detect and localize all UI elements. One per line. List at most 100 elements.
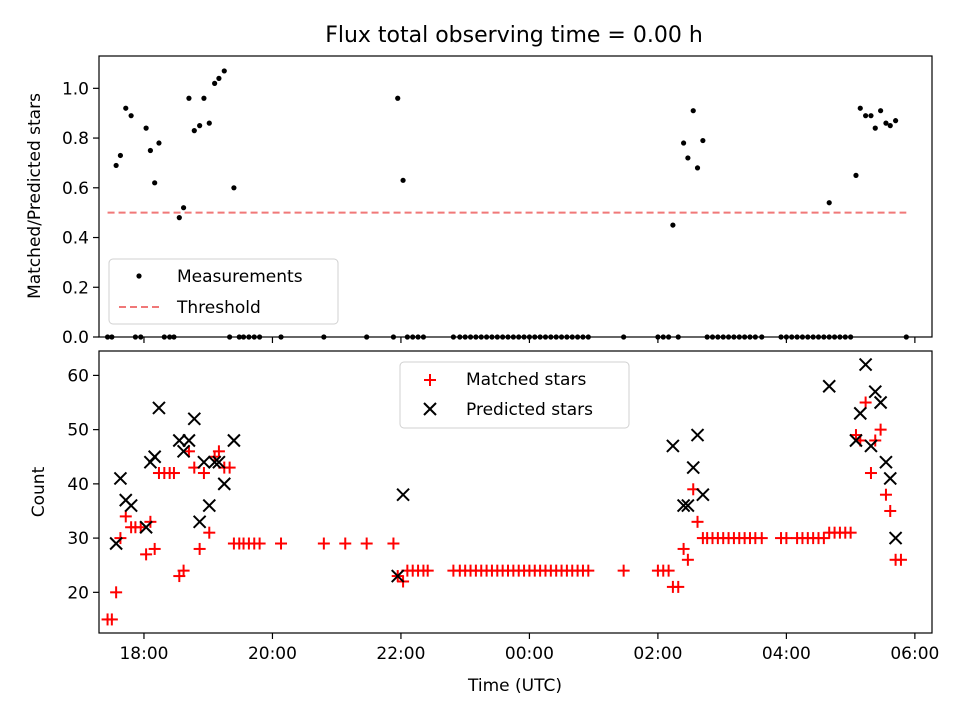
- measurement-point: [206, 120, 212, 126]
- measurement-point: [783, 334, 789, 340]
- ratio-y-tick-label: 0.0: [62, 328, 89, 348]
- matched-point: [874, 423, 887, 436]
- predicted-point: [109, 536, 123, 551]
- count-y-tick-label: 30: [67, 529, 89, 549]
- measurement-point: [789, 334, 795, 340]
- measurement-point: [500, 334, 506, 340]
- measurement-point: [505, 334, 511, 340]
- predicted-point: [217, 477, 231, 491]
- measurement-point: [510, 334, 516, 340]
- measurement-point: [747, 334, 753, 340]
- matched-point: [140, 548, 153, 561]
- matched-point: [193, 542, 206, 555]
- matched-point: [105, 613, 118, 626]
- chart-title: Flux total observing time = 0.00 h: [325, 23, 703, 48]
- matched-point: [617, 564, 630, 577]
- measurement-point: [161, 334, 167, 340]
- matched-point: [780, 532, 793, 545]
- measurement-point: [752, 334, 758, 340]
- matched-point: [864, 467, 877, 480]
- measurement-point: [113, 162, 119, 169]
- matched-point: [691, 515, 704, 528]
- measurement-point: [621, 334, 627, 340]
- measurement-point: [104, 334, 111, 340]
- matched-point: [672, 580, 685, 593]
- measurement-point: [462, 334, 468, 340]
- measurement-point: [221, 68, 227, 74]
- predicted-point: [696, 488, 710, 502]
- legend-matched-label: Matched stars: [466, 370, 586, 390]
- measurement-point: [720, 334, 726, 340]
- predicted-point: [681, 498, 695, 513]
- ratio-y-tick-label: 0.2: [62, 278, 89, 298]
- ratio-y-tick-label: 0.8: [62, 129, 89, 149]
- matched-point: [203, 526, 216, 539]
- measurement-point: [742, 334, 748, 340]
- measurement-point: [156, 140, 162, 146]
- ratio-legend: Measurements Threshold: [108, 258, 339, 325]
- predicted-point: [207, 455, 222, 469]
- predicted-point: [147, 450, 162, 464]
- ratio-y-ticks: 0.0 0.2 0.4 0.6 0.8 1.0: [62, 79, 99, 348]
- measurement-point: [180, 205, 187, 211]
- measurement-point: [364, 334, 370, 340]
- measurement-point: [892, 118, 899, 124]
- predicted-point: [212, 455, 226, 469]
- measurement-point: [736, 334, 742, 340]
- measurement-point: [171, 334, 177, 340]
- measurement-point: [257, 334, 263, 340]
- predicted-point: [192, 515, 207, 529]
- matched-point: [119, 510, 132, 523]
- measurement-point: [759, 334, 765, 340]
- matched-point: [582, 564, 595, 577]
- measurement-point: [883, 120, 889, 126]
- matched-point: [844, 526, 857, 539]
- measurement-point: [117, 152, 124, 159]
- measurement-point: [167, 334, 173, 340]
- measurement-point: [831, 334, 838, 340]
- matched-point: [387, 537, 400, 550]
- measurement-point: [404, 334, 410, 340]
- predicted-point: [113, 471, 128, 486]
- measurement-point: [848, 334, 854, 340]
- measurement-point: [842, 334, 848, 340]
- matched-point: [884, 504, 897, 517]
- measurement-point: [548, 334, 554, 340]
- measurement-point: [580, 334, 586, 340]
- measurement-point: [837, 334, 843, 340]
- predicted-point: [853, 406, 867, 421]
- measurement-point: [872, 125, 878, 131]
- ratio-y-tick-label: 1.0: [62, 79, 89, 99]
- predicted-point: [152, 401, 166, 415]
- measurement-point: [685, 155, 691, 161]
- measurement-point: [680, 140, 687, 146]
- measurement-point: [251, 334, 257, 340]
- matched-point: [859, 396, 872, 409]
- legend-measurements-marker: [136, 273, 142, 279]
- matched-point: [817, 532, 830, 545]
- measurement-point: [246, 334, 252, 340]
- measurement-point: [128, 113, 134, 119]
- matched-point: [894, 553, 907, 566]
- predicted-point: [197, 455, 211, 469]
- measurement-point: [227, 334, 233, 340]
- ratio-y-tick-label: 0.6: [62, 179, 89, 199]
- measurement-point: [231, 185, 237, 191]
- measurement-point: [240, 334, 247, 340]
- matched-point: [339, 537, 352, 550]
- predicted-point: [202, 498, 216, 513]
- measurement-point: [420, 334, 427, 340]
- measurement-point: [415, 334, 421, 340]
- predicted-point: [176, 444, 191, 459]
- predicted-point: [864, 439, 878, 453]
- measurement-point: [887, 123, 893, 129]
- measurement-point: [857, 105, 863, 111]
- measurement-point: [868, 113, 874, 119]
- measurement-point: [558, 334, 565, 340]
- measurement-point: [147, 147, 153, 154]
- measurement-point: [542, 334, 549, 340]
- predicted-point: [686, 460, 700, 475]
- legend-predicted-label: Predicted stars: [466, 400, 593, 420]
- measurement-point: [853, 172, 859, 178]
- count-y-tick-label: 50: [67, 421, 89, 441]
